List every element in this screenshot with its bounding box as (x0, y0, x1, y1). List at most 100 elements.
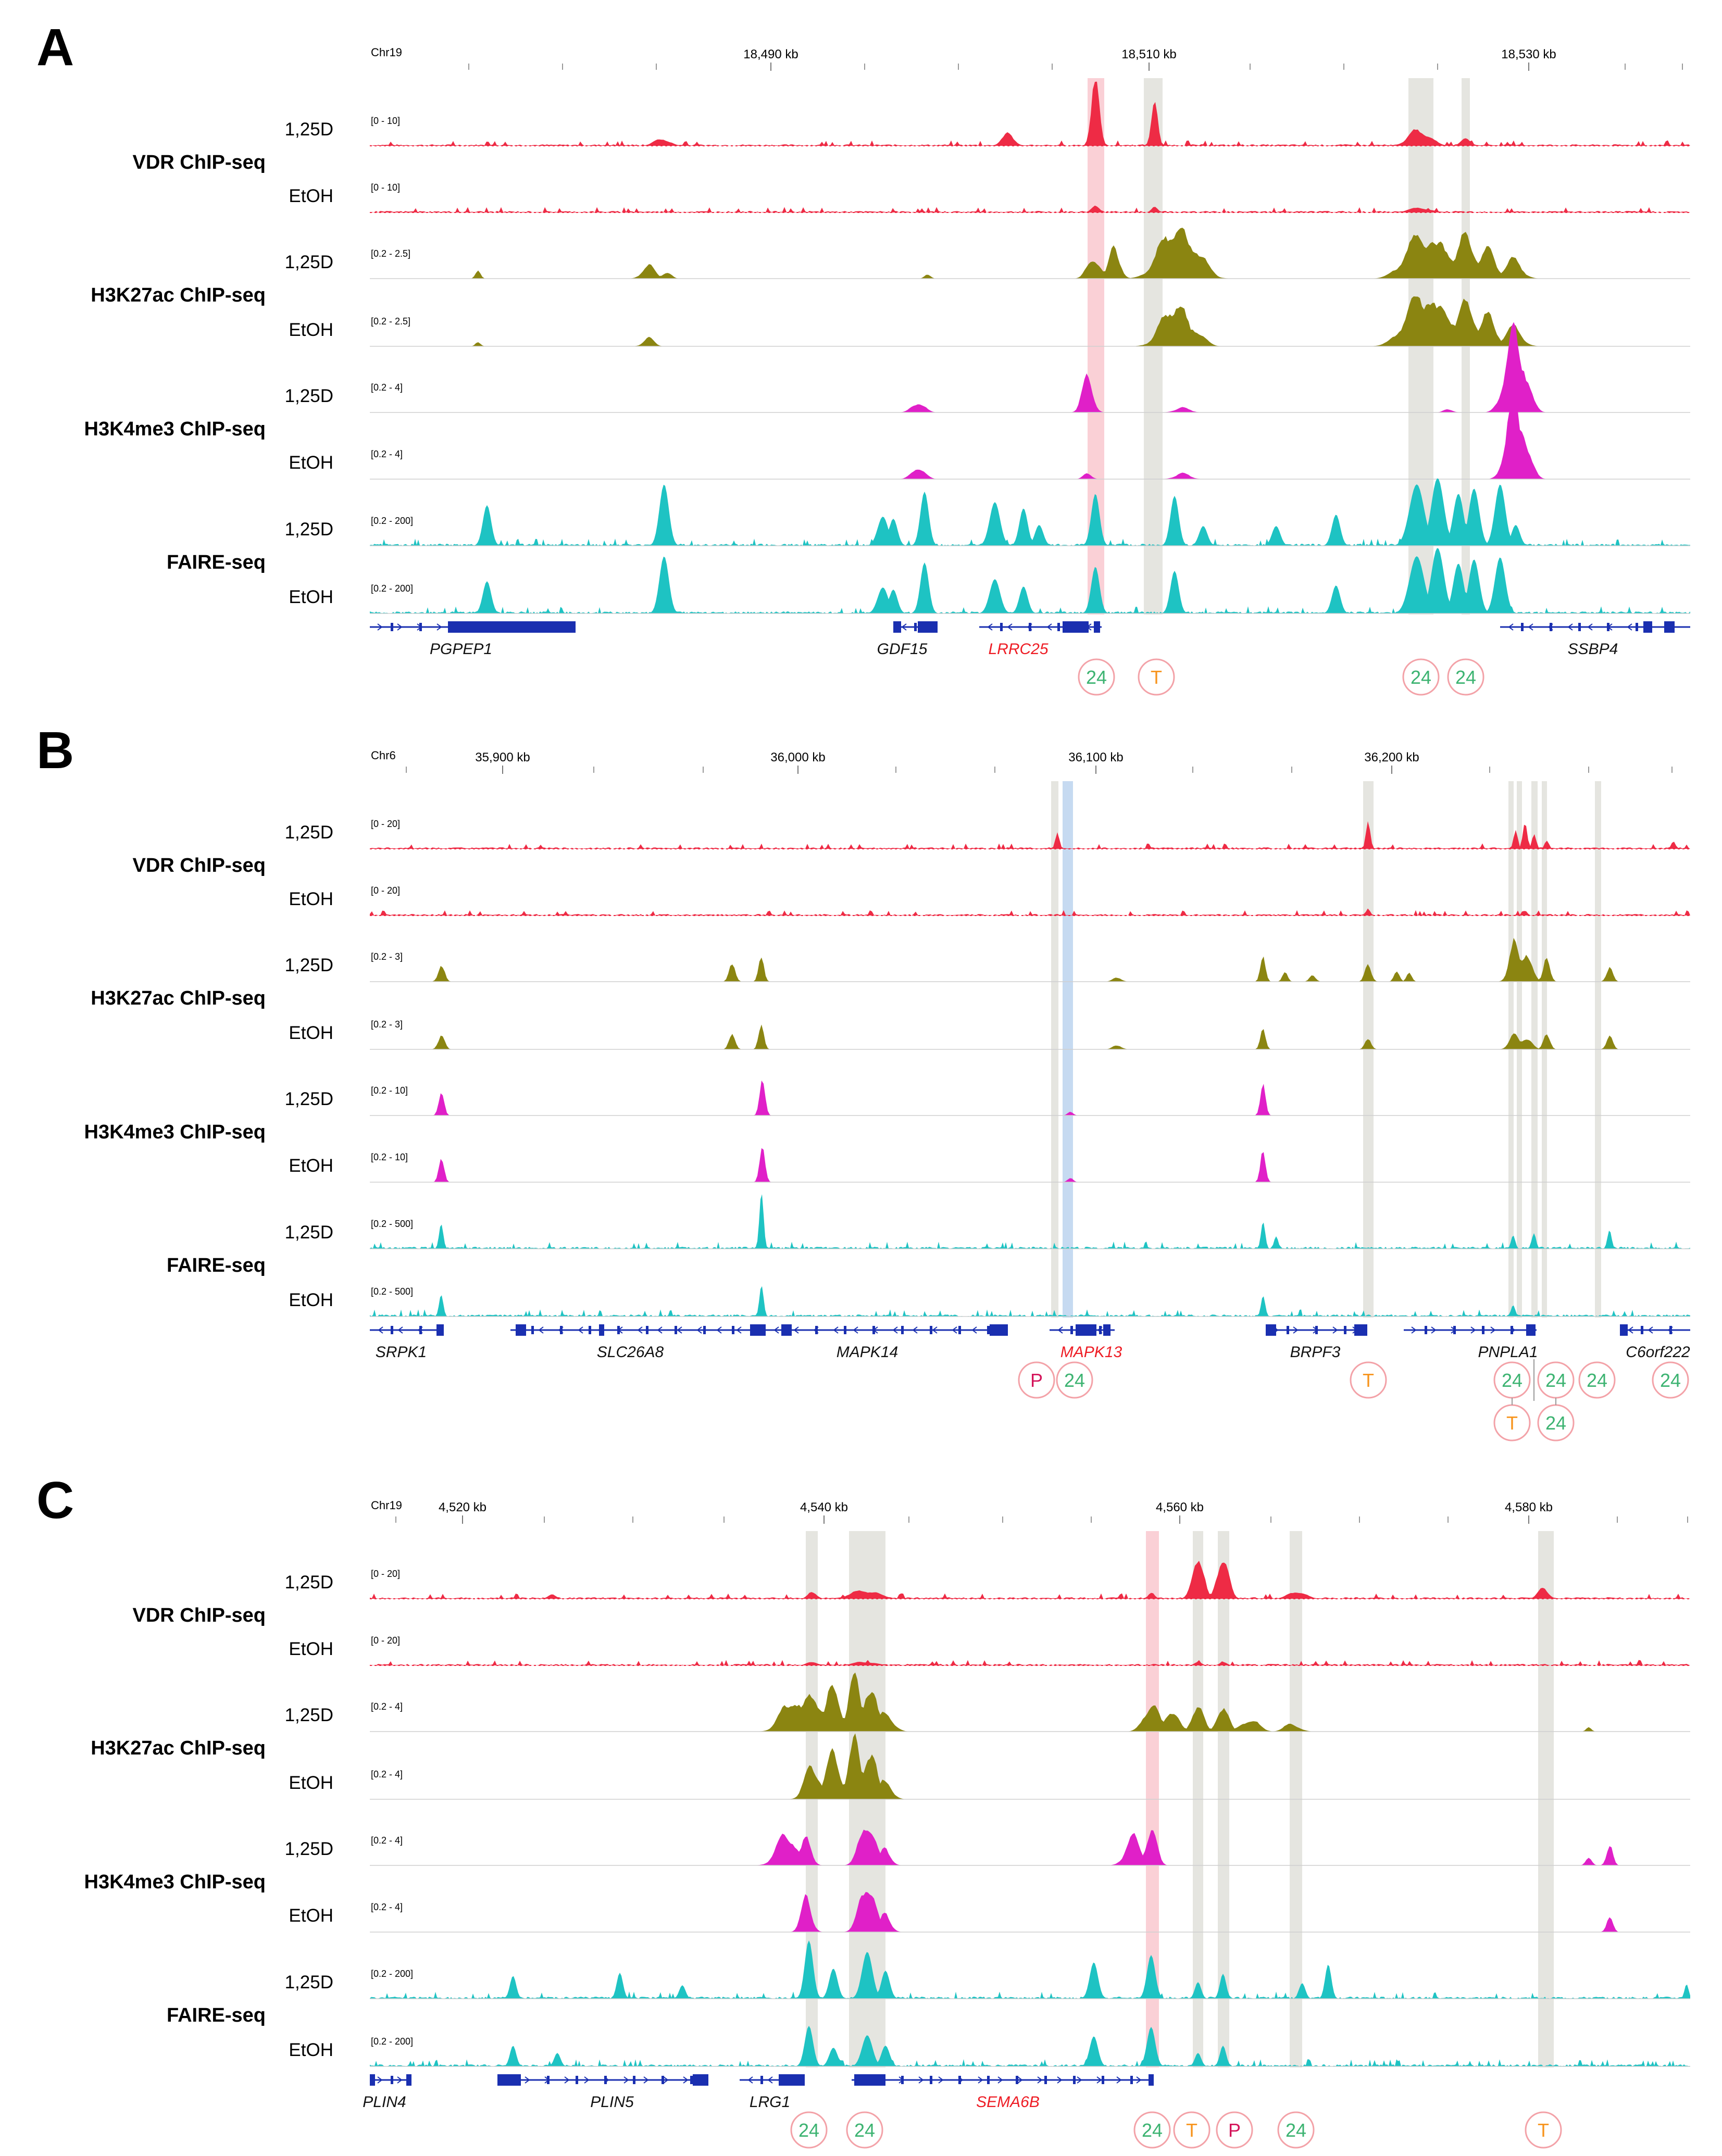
gene-exon (1511, 1326, 1513, 1334)
signal-track-h3k27ac-1-2 (370, 938, 1690, 982)
gene-exon (930, 1326, 932, 1334)
badge-label: 24 (1587, 1370, 1607, 1391)
track-range: [0.2 - 3] (371, 1019, 403, 1030)
signal-track-faire-1-6 (370, 1194, 1690, 1249)
gene-exon (516, 1324, 526, 1336)
track-condition-label: EtOH (289, 1773, 333, 1793)
strand-arrow (997, 2076, 1003, 2084)
badge-P: P (1018, 1361, 1055, 1399)
signal-track-faire-0-7 (370, 548, 1690, 613)
badge-label: P (1228, 2120, 1241, 2141)
signal-track-vdr-2-0 (370, 1561, 1690, 1599)
badge-circle (1138, 658, 1175, 696)
track-range: [0.2 - 500] (371, 1219, 413, 1229)
gene-exon (1076, 1324, 1096, 1336)
ruler-tick-label: 4,580 kb (1505, 1500, 1553, 1514)
badge-label: 24 (1545, 1412, 1566, 1434)
strand-arrow (1293, 1326, 1299, 1334)
gene-exon (901, 1326, 904, 1334)
gene-exon (1073, 2076, 1076, 2084)
gene-exon (781, 1324, 792, 1336)
strand-arrow (578, 1326, 583, 1334)
strand-arrow (657, 1326, 663, 1334)
strand-arrow (1411, 1326, 1417, 1334)
strand-arrow (892, 1326, 898, 1334)
badge-label: 24 (1455, 667, 1476, 688)
gene-label: SEMA6B (976, 2094, 1040, 2111)
badge-24h: 24 (1133, 2111, 1171, 2149)
track-condition-label: 1,25D (285, 1839, 333, 1859)
track-condition-label: EtOH (289, 889, 333, 909)
signal-track-faire-1-7 (370, 1286, 1690, 1317)
strand-arrow (938, 2076, 944, 2084)
gene-exon (815, 1326, 818, 1334)
panel-label: A (36, 18, 74, 77)
signal-track-h3k27ac-0-2 (370, 228, 1690, 279)
badge-T: T (1138, 658, 1175, 696)
badge-circle (1578, 1361, 1616, 1399)
strand-arrow (1567, 623, 1573, 631)
gene-exon (1063, 621, 1089, 633)
strand-arrow (793, 1326, 799, 1334)
badge-label: 24 (1545, 1370, 1566, 1391)
gene-exon (370, 2074, 375, 2086)
track-condition-label: EtOH (289, 1023, 333, 1043)
badge-label: 24 (1286, 2120, 1306, 2141)
strand-arrow (397, 2076, 403, 2084)
track-condition-label: 1,25D (285, 955, 333, 975)
badge-circle (1173, 2111, 1211, 2149)
strand-arrow (525, 2076, 530, 2084)
track-range: [0.2 - 200] (371, 2036, 413, 2047)
gene-label: PLIN4 (363, 2094, 406, 2111)
signal-track-h3k27ac-0-3 (370, 296, 1690, 346)
track-range: [0.2 - 4] (371, 449, 403, 459)
gene-exon (1578, 623, 1581, 631)
track-range: [0 - 20] (371, 885, 400, 896)
track-range: [0.2 - 10] (371, 1085, 408, 1096)
gene-exon (1550, 623, 1552, 631)
strand-arrow (736, 1326, 742, 1334)
badge-T: T (1493, 1404, 1531, 1441)
signal-track-vdr-1-1 (370, 908, 1690, 916)
gene-exon (958, 2076, 961, 2084)
gene-exon (779, 2074, 805, 2086)
strand-arrow (978, 2076, 983, 2084)
assay-label: H3K27ac ChIP-seq (91, 1737, 266, 1759)
gene-exon (1016, 2076, 1018, 2084)
strand-arrow (677, 1326, 682, 1334)
badge-label: T (1506, 1412, 1518, 1434)
ruler-tick-label: 4,540 kb (800, 1500, 848, 1514)
gene-exon (497, 2074, 521, 2086)
gene-exon (1521, 623, 1524, 631)
gene-label: PLIN5 (590, 2094, 634, 2111)
track-range: [0.2 - 200] (371, 583, 413, 594)
signal-track-faire-0-6 (370, 478, 1690, 546)
gene-label: SRPK1 (376, 1344, 427, 1361)
badge-24h: 24 (1537, 1361, 1575, 1399)
track-range: [0 - 10] (371, 182, 400, 193)
gene-exon (391, 1326, 393, 1334)
track-condition-label: 1,25D (285, 1089, 333, 1109)
track-condition-label: EtOH (289, 2040, 333, 2060)
track-condition-label: EtOH (289, 1290, 333, 1310)
track-range: [0.2 - 2.5] (371, 248, 410, 259)
strand-arrow (1136, 2076, 1142, 2084)
track-condition-label: 1,25D (285, 119, 333, 140)
ruler-tick-label: 36,100 kb (1068, 750, 1123, 764)
strand-arrow (1508, 623, 1514, 631)
gene-exon (1354, 1324, 1367, 1336)
badge-label: 24 (1660, 1370, 1681, 1391)
gene-exon (436, 1324, 444, 1336)
badge-24h: 24 (1078, 658, 1115, 696)
badge-T: T (1350, 1361, 1387, 1399)
chromosome-label: Chr6 (371, 749, 396, 762)
gene-label: MAPK14 (837, 1344, 898, 1361)
badge-label: P (1030, 1370, 1043, 1391)
track-condition-label: EtOH (289, 1906, 333, 1926)
strand-arrow (1587, 623, 1593, 631)
signal-track-h3k27ac-2-3 (370, 1733, 1690, 1799)
track-range: [0.2 - 4] (371, 382, 403, 393)
gene-label: LRG1 (750, 2094, 790, 2111)
gene-label: PNPLA1 (1478, 1344, 1538, 1361)
assay-label: VDR ChIP-seq (133, 152, 266, 173)
